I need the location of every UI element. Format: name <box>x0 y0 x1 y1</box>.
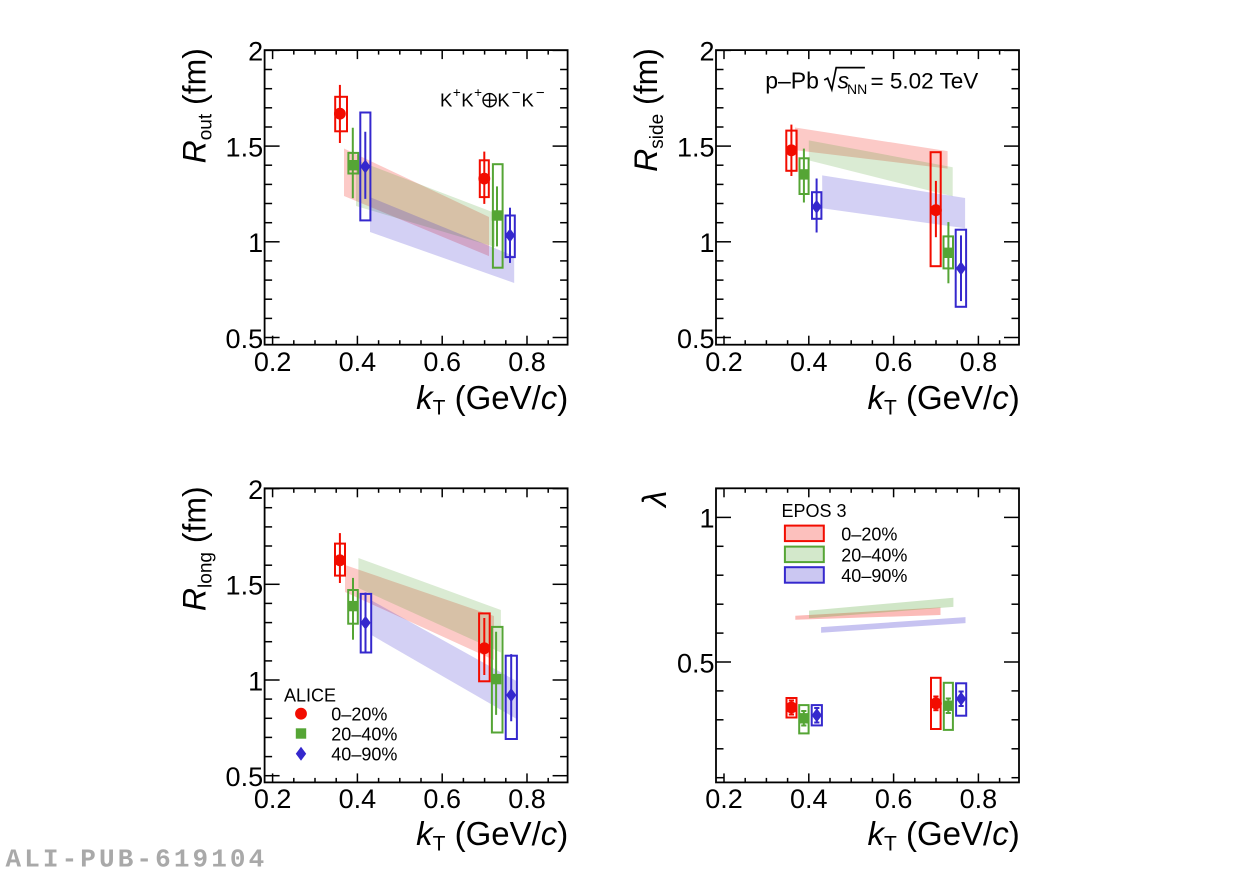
svg-text:EPOS 3: EPOS 3 <box>782 501 847 521</box>
svg-text:kT (GeV/c): kT (GeV/c) <box>868 815 1020 856</box>
svg-text:0.4: 0.4 <box>790 347 828 377</box>
svg-text:0.5: 0.5 <box>226 324 264 354</box>
svg-text:1: 1 <box>248 228 263 258</box>
svg-text:0.4: 0.4 <box>339 347 377 377</box>
svg-text:0–20%: 0–20% <box>331 705 387 725</box>
svg-text:0.4: 0.4 <box>790 784 828 814</box>
svg-text:1.5: 1.5 <box>226 571 264 601</box>
svg-text:0.6: 0.6 <box>875 347 913 377</box>
svg-text:0.2: 0.2 <box>254 784 292 814</box>
svg-text:40–90%: 40–90% <box>841 566 907 586</box>
svg-text:K+K+: K+K+ <box>440 85 482 111</box>
svg-text:kT (GeV/c): kT (GeV/c) <box>416 815 568 856</box>
svg-text:= 5.02 TeV: = 5.02 TeV <box>871 69 979 94</box>
svg-text:0–20%: 0–20% <box>841 524 897 544</box>
svg-text:0.8: 0.8 <box>508 347 546 377</box>
svg-text:2: 2 <box>248 37 263 67</box>
svg-text:1: 1 <box>699 228 714 258</box>
svg-text:0.4: 0.4 <box>339 784 377 814</box>
svg-text:Rside (fm): Rside (fm) <box>628 48 668 172</box>
svg-text:0.5: 0.5 <box>677 648 715 678</box>
svg-text:0.2: 0.2 <box>254 347 292 377</box>
svg-text:ALI-PUB-619104: ALI-PUB-619104 <box>6 845 268 875</box>
svg-text:0.8: 0.8 <box>960 784 998 814</box>
svg-text:2: 2 <box>699 37 714 67</box>
svg-text:0.6: 0.6 <box>875 784 913 814</box>
svg-text:40–90%: 40–90% <box>331 745 397 765</box>
svg-text:0.6: 0.6 <box>423 784 461 814</box>
svg-text:0.2: 0.2 <box>705 784 743 814</box>
svg-text:p–Pb: p–Pb <box>765 68 819 94</box>
svg-text:1: 1 <box>248 666 263 696</box>
svg-text:λ: λ <box>636 491 673 509</box>
svg-text:Rlong (fm): Rlong (fm) <box>177 486 217 611</box>
svg-text:ALICE: ALICE <box>284 686 336 706</box>
svg-text:0.8: 0.8 <box>960 347 998 377</box>
svg-text:1.5: 1.5 <box>226 132 264 162</box>
svg-text:1.5: 1.5 <box>677 132 715 162</box>
svg-text:0.8: 0.8 <box>508 784 546 814</box>
svg-text:20–40%: 20–40% <box>841 545 907 565</box>
svg-text:0.6: 0.6 <box>423 347 461 377</box>
svg-text:0.5: 0.5 <box>677 324 715 354</box>
svg-text:s: s <box>838 68 850 94</box>
svg-text:1: 1 <box>699 504 714 534</box>
svg-text:kT (GeV/c): kT (GeV/c) <box>868 379 1020 420</box>
svg-text:kT (GeV/c): kT (GeV/c) <box>416 379 568 420</box>
svg-text:NN: NN <box>847 81 867 97</box>
svg-text:Rout (fm): Rout (fm) <box>177 48 217 163</box>
svg-text:0.2: 0.2 <box>705 347 743 377</box>
svg-text:0.5: 0.5 <box>226 762 264 792</box>
svg-text:20–40%: 20–40% <box>331 724 397 744</box>
svg-text:2: 2 <box>248 475 263 505</box>
